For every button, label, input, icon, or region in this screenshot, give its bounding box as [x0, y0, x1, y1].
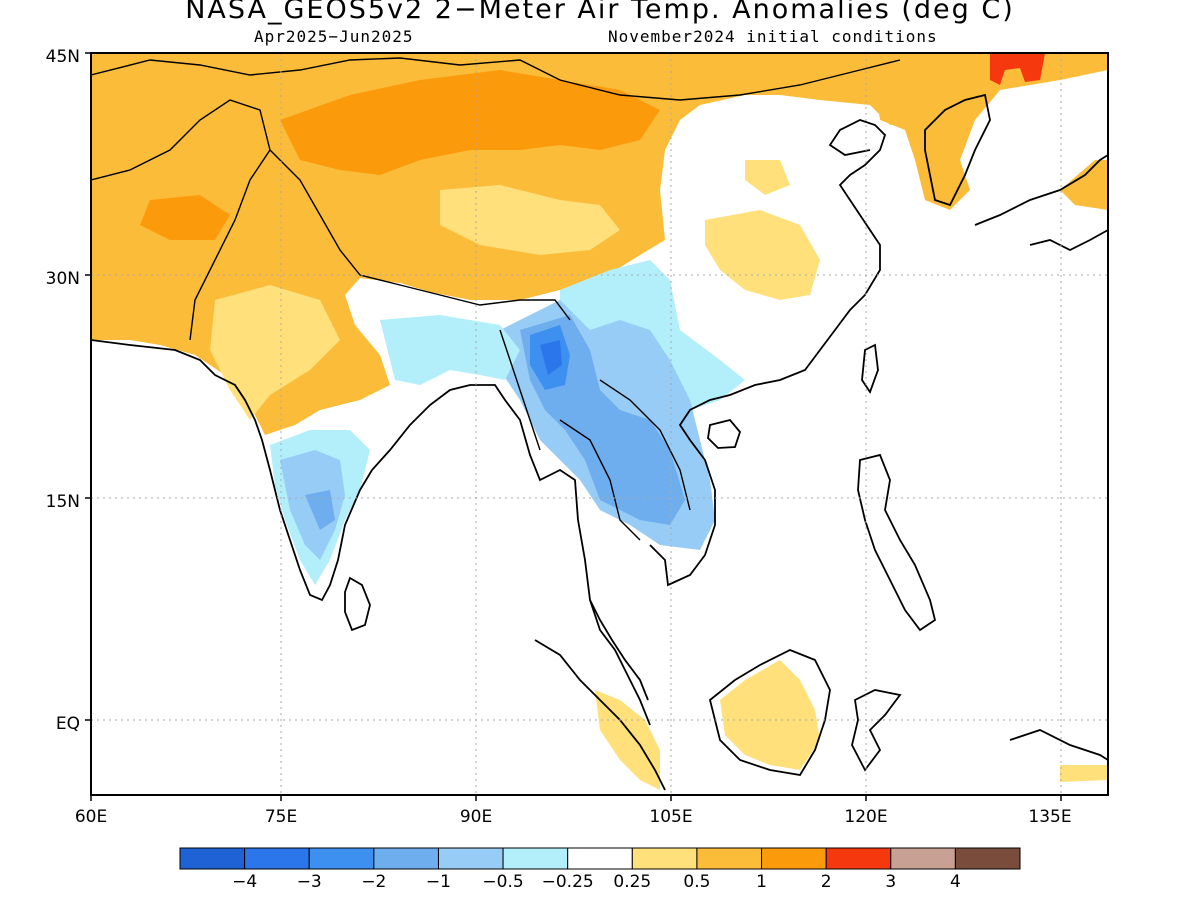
- colorbar-swatch: [825, 847, 892, 870]
- colorbar-swatch: [696, 847, 763, 870]
- map-frame: [90, 52, 1109, 796]
- anomaly-region-light-warm-china: [705, 210, 820, 300]
- lon-tick-120e: 120E: [844, 807, 887, 827]
- lat-tick-15n: 15N: [46, 492, 80, 512]
- coastlines: [91, 93, 1108, 791]
- border-himalaya: [269, 149, 571, 321]
- coastline-new-guinea: [1009, 729, 1108, 761]
- colorbar-swatch: [890, 847, 956, 870]
- anomaly-region-light-warm-india: [210, 285, 340, 420]
- colorbar-swatch: [631, 847, 698, 870]
- anomaly-region-cooler-india: [305, 490, 335, 530]
- colorbar-swatch: [373, 847, 439, 870]
- coastline-hainan: [707, 418, 742, 449]
- coastline-south-asia: [91, 339, 651, 726]
- colorbar-label: −0.5: [482, 872, 523, 892]
- anomaly-region-warm-west-core: [140, 195, 230, 240]
- country-borders: [91, 57, 901, 541]
- gridlines: [91, 53, 1108, 795]
- lon-tick-75e: 75E: [265, 807, 297, 827]
- coastline-japan: [974, 154, 1108, 252]
- anomaly-region-warm-japan: [1060, 160, 1108, 210]
- colorbar: −4 −3 −2 −1 −0.5 −0.25 0.25 0.5 1 2 3 4: [179, 847, 1021, 892]
- lat-tick-45n: 45N: [46, 47, 80, 67]
- coastline-indochina: [649, 119, 887, 587]
- anomaly-region-light-warm-china2: [745, 160, 790, 195]
- border-pakistan: [91, 99, 271, 341]
- colorbar-label: 0.25: [613, 872, 651, 892]
- colorbar-label: 1: [756, 872, 767, 892]
- coastline-sumatra: [534, 639, 666, 791]
- map-title: NASA_GEOS5v2 2−Meter Air Temp. Anomalies…: [185, 0, 1015, 25]
- colorbar-label: −0.25: [542, 872, 594, 892]
- coastline-taiwan: [861, 343, 879, 394]
- lon-tick-90e: 90E: [460, 807, 492, 827]
- border-india-myanmar: [499, 329, 541, 451]
- colorbar-label: 2: [821, 872, 832, 892]
- border-laos-vietnam: [599, 379, 691, 511]
- anomaly-region-coldest-myanmar: [540, 340, 562, 375]
- lon-tick-135e: 135E: [1028, 807, 1071, 827]
- anomaly-region-hot-korea: [990, 53, 1045, 85]
- anomaly-field: [91, 53, 1108, 790]
- coastline-sri-lanka: [344, 576, 371, 632]
- colorbar-label: 3: [885, 872, 896, 892]
- colorbar-label: −1: [426, 872, 451, 892]
- anomaly-region-light-warm-tibet: [440, 185, 620, 255]
- colorbar-label: −4: [232, 872, 257, 892]
- border-china-north: [91, 57, 901, 101]
- lat-tick-eq: EQ: [56, 714, 80, 734]
- border-thailand: [559, 419, 641, 541]
- coastline-philippines: [857, 453, 937, 632]
- colorbar-label: 4: [950, 872, 961, 892]
- colorbar-label: −2: [361, 872, 386, 892]
- colorbar-swatch: [308, 847, 375, 870]
- tick-marks: [85, 52, 1062, 801]
- colorbar-swatch: [954, 847, 1021, 870]
- colorbar-swatch: [567, 847, 633, 870]
- coastline-malaya: [589, 599, 649, 701]
- colorbar-label: −3: [297, 872, 322, 892]
- colorbar-label: 0.5: [683, 872, 710, 892]
- colorbar-swatch: [244, 847, 310, 870]
- anomaly-region-light-warm-sumatra: [595, 690, 660, 790]
- coastline-korea: [924, 93, 991, 207]
- colorbar-swatch: [502, 847, 569, 870]
- anomaly-region-warm-core: [280, 70, 660, 175]
- colorbar-swatch: [179, 847, 246, 870]
- anomaly-region-light-warm-png: [1060, 765, 1108, 782]
- colorbar-swatch: [761, 847, 827, 870]
- colorbar-swatch: [437, 847, 504, 870]
- lat-tick-30n: 30N: [46, 269, 80, 289]
- period-subtitle: Apr2025−Jun2025: [254, 27, 414, 46]
- lon-tick-105e: 105E: [649, 807, 692, 827]
- anomaly-region-light-warm-borneo: [720, 660, 820, 770]
- anomaly-region-light-cool-bengal: [380, 315, 520, 385]
- coastline-sulawesi: [851, 689, 902, 772]
- initial-conditions-subtitle: November2024 initial conditions: [608, 27, 938, 46]
- lon-tick-60e: 60E: [75, 807, 107, 827]
